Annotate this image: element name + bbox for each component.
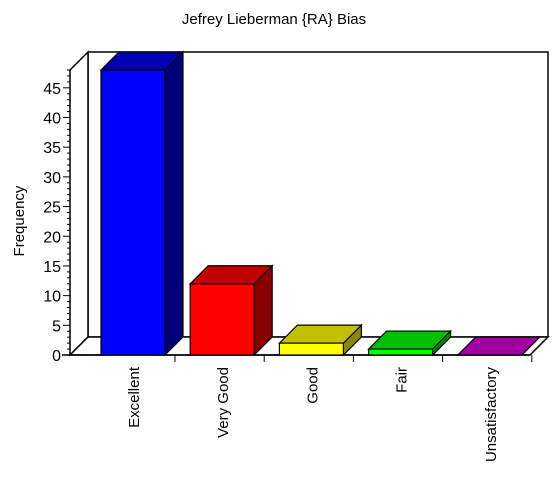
bar-very-good [188,264,274,357]
bar-front [189,283,255,356]
y-tick-label: 15 [43,259,61,276]
bar-fair [367,329,453,357]
bars [99,50,542,357]
y-tick-label: 25 [43,200,61,217]
bar-front [278,342,344,356]
bar-side [164,50,184,357]
y-tick-label: 0 [52,348,61,365]
x-tick-label: Fair [394,367,411,393]
x-tick-label: Good [304,367,321,404]
y-tick-label: 35 [43,140,61,157]
bar-excellent [99,50,185,357]
y-tick-label: 10 [43,289,61,306]
y-axis-label: Frequency [11,185,28,256]
x-tick-label: Very Good [215,367,232,438]
x-tick-label: Unsatisfactory [483,367,500,463]
bar-top [456,336,542,356]
y-tick-label: 30 [43,170,61,187]
x-axis-labels: Excellent Very Good Good Fair Unsatisfactory [126,355,533,463]
y-tick-label: 20 [43,229,61,246]
bar-front [368,348,434,356]
y-tick-label: 40 [43,111,61,128]
bar-front [100,69,166,356]
left-wall [69,50,89,357]
y-tick-label: 45 [43,81,61,98]
bar-good [277,323,363,357]
chart-title: Jefrey Lieberman {RA} Bias [182,11,366,28]
bar-unsatisfactory [456,336,542,356]
x-tick-label: Excellent [126,366,143,428]
y-tick-label: 5 [52,318,61,335]
